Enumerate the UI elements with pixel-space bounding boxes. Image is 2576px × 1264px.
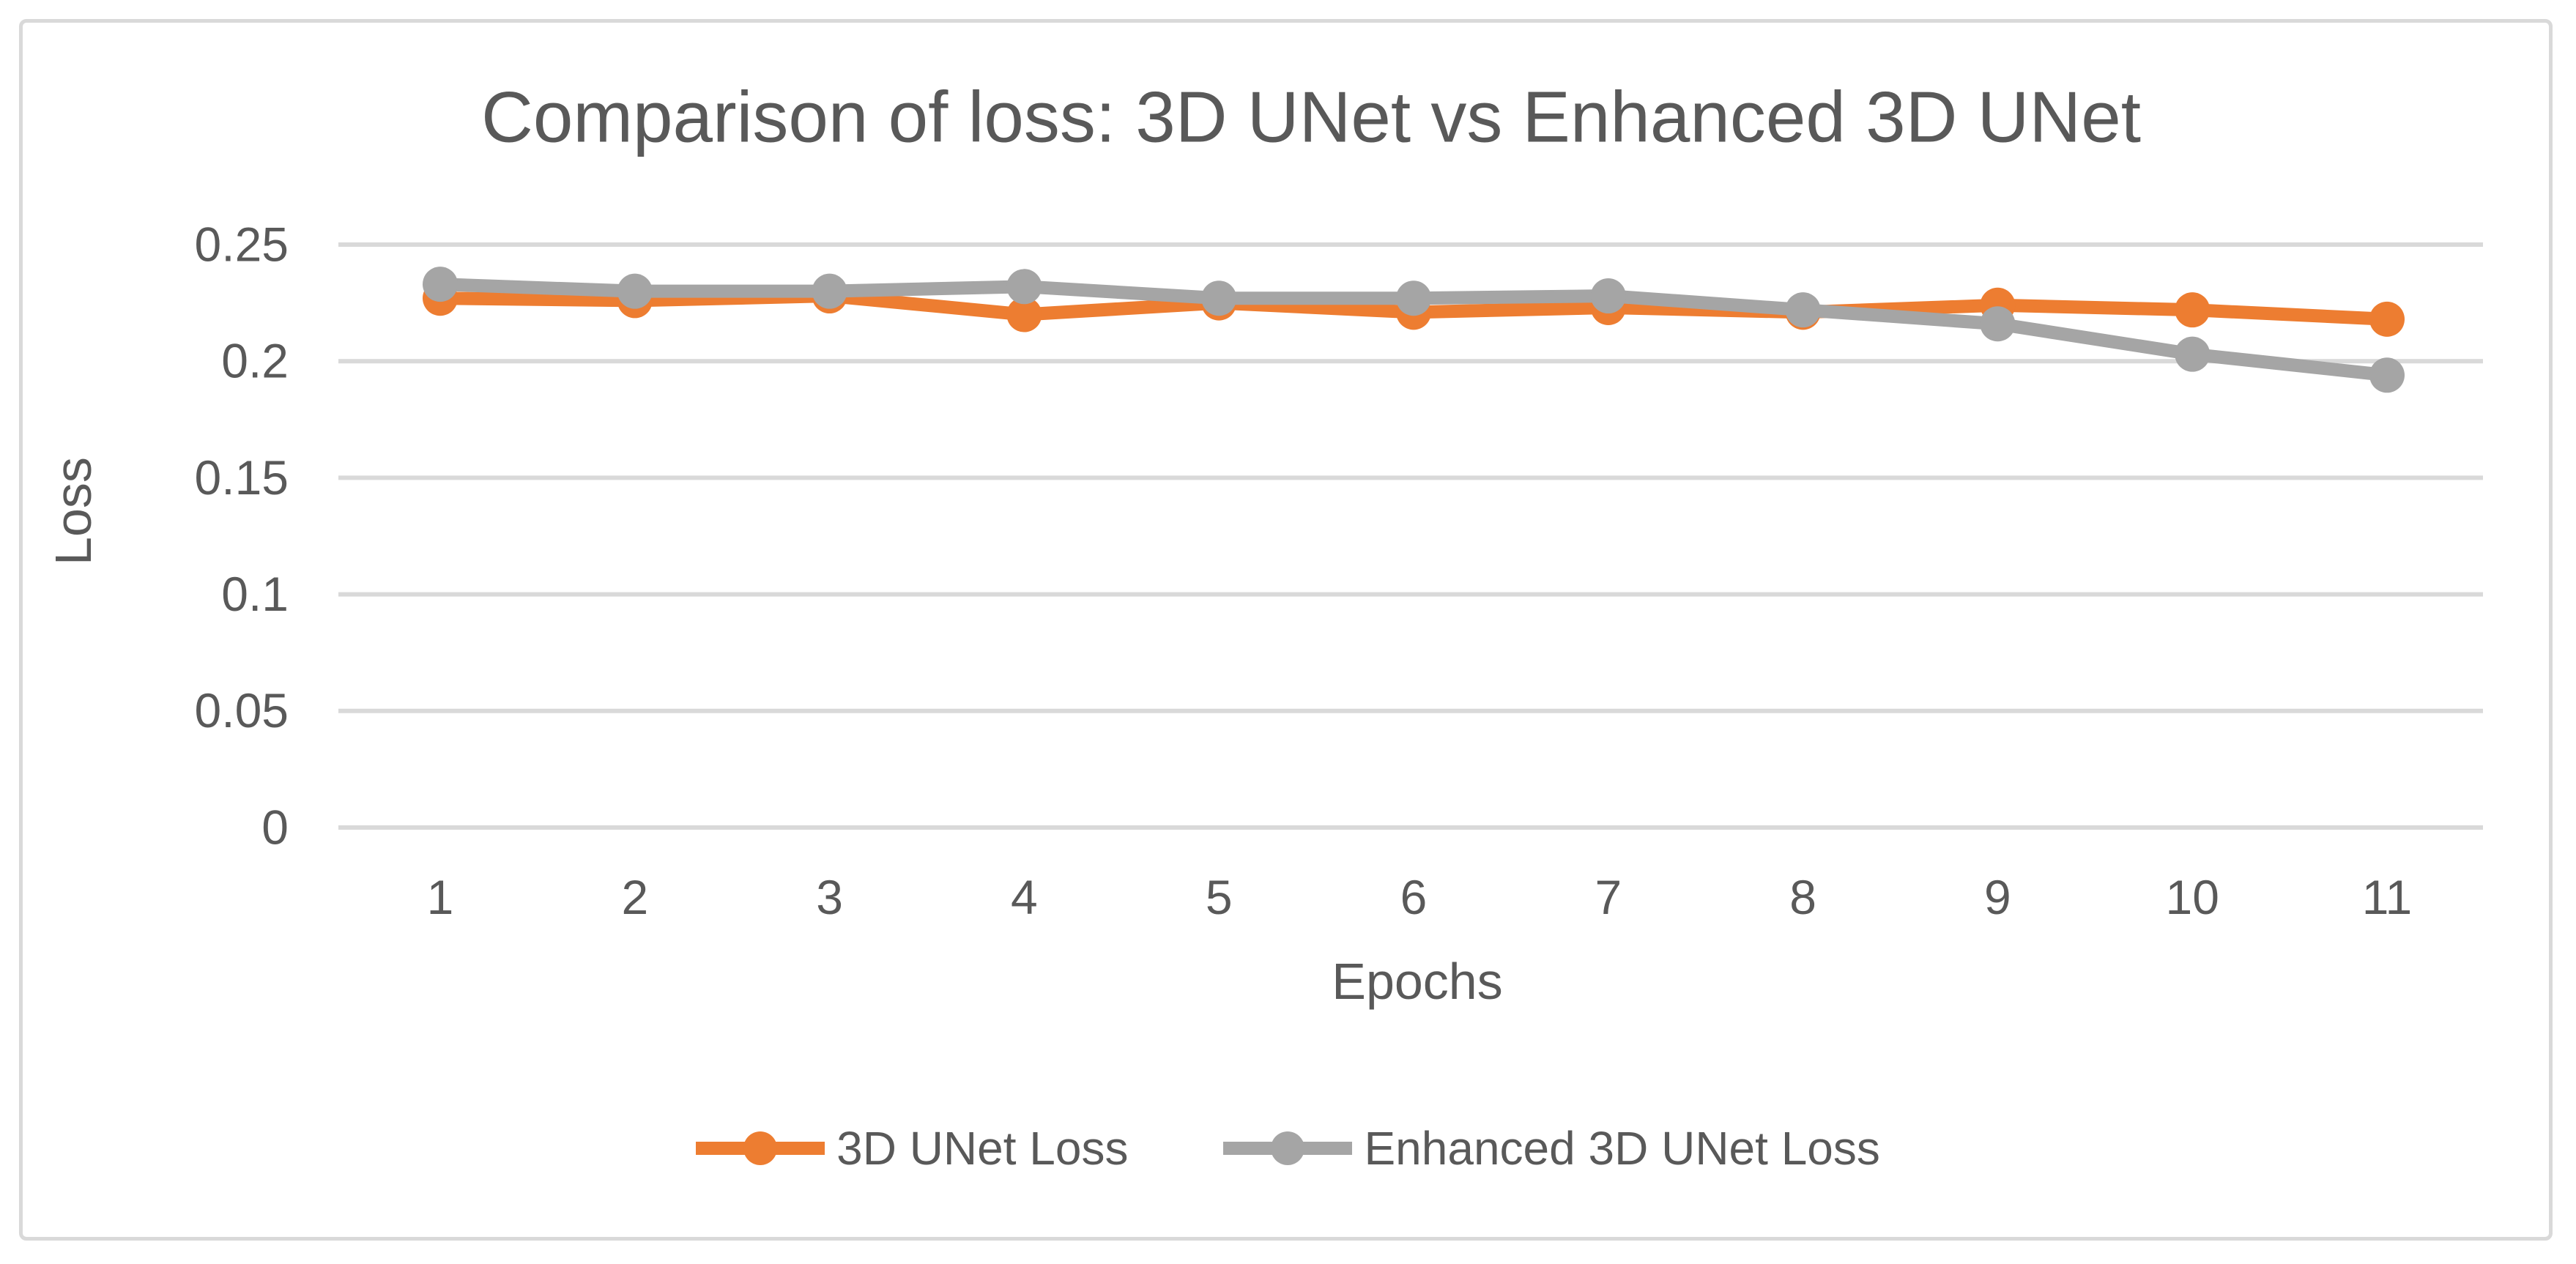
legend-item-3d-unet: 3D UNet Loss: [696, 1121, 1128, 1175]
data-point-marker-enhanced-3d-unet: [1980, 306, 2016, 342]
data-point-marker-3d-unet: [2369, 301, 2405, 337]
chart-title: Comparison of loss: 3D UNet vs Enhanced …: [481, 76, 2141, 157]
chart-border: [19, 19, 2553, 1241]
legend: 3D UNet Loss Enhanced 3D UNet Loss: [0, 1119, 2576, 1178]
legend-line-marker-icon: [1223, 1131, 1353, 1165]
x-tick-label: 11: [2362, 870, 2413, 924]
legend-item-enhanced-3d-unet: Enhanced 3D UNet Loss: [1223, 1121, 1880, 1175]
y-tick-label: 0.2: [221, 334, 289, 388]
data-point-marker-enhanced-3d-unet: [1396, 280, 1431, 316]
x-tick-label: 9: [1984, 870, 2011, 924]
data-point-marker-enhanced-3d-unet: [2369, 357, 2405, 393]
data-point-marker-3d-unet: [2175, 292, 2211, 328]
data-point-marker-enhanced-3d-unet: [1006, 269, 1042, 305]
data-point-marker-enhanced-3d-unet: [1785, 292, 1821, 328]
y-tick-label: 0: [261, 800, 289, 854]
data-point-marker-enhanced-3d-unet: [1201, 280, 1237, 316]
legend-label: Enhanced 3D UNet Loss: [1364, 1122, 1880, 1175]
legend-label: 3D UNet Loss: [836, 1122, 1129, 1175]
x-tick-label: 1: [427, 870, 454, 924]
y-tick-label: 0.1: [221, 567, 289, 621]
x-tick-label: 5: [1206, 870, 1233, 924]
legend-line-marker-icon: [696, 1131, 825, 1165]
data-point-marker-enhanced-3d-unet: [423, 267, 458, 302]
x-axis-title: Epochs: [1332, 953, 1503, 1010]
x-tick-label: 7: [1595, 870, 1622, 924]
data-point-marker-enhanced-3d-unet: [617, 273, 653, 309]
y-tick-label: 0.05: [195, 683, 289, 737]
x-tick-label: 4: [1011, 870, 1038, 924]
data-point-marker-enhanced-3d-unet: [812, 273, 847, 309]
x-tick-label: 10: [2165, 870, 2219, 924]
x-tick-label: 2: [621, 870, 648, 924]
y-axis-title: Loss: [45, 457, 102, 565]
y-tick-label: 0.15: [195, 450, 289, 505]
data-point-marker-3d-unet: [1006, 297, 1042, 332]
y-tick-label: 0.25: [195, 217, 289, 271]
x-tick-label: 8: [1789, 870, 1816, 924]
data-point-marker-enhanced-3d-unet: [2175, 336, 2211, 372]
x-tick-label: 6: [1400, 870, 1428, 924]
x-tick-label: 3: [816, 870, 843, 924]
data-point-marker-enhanced-3d-unet: [1590, 278, 1626, 314]
